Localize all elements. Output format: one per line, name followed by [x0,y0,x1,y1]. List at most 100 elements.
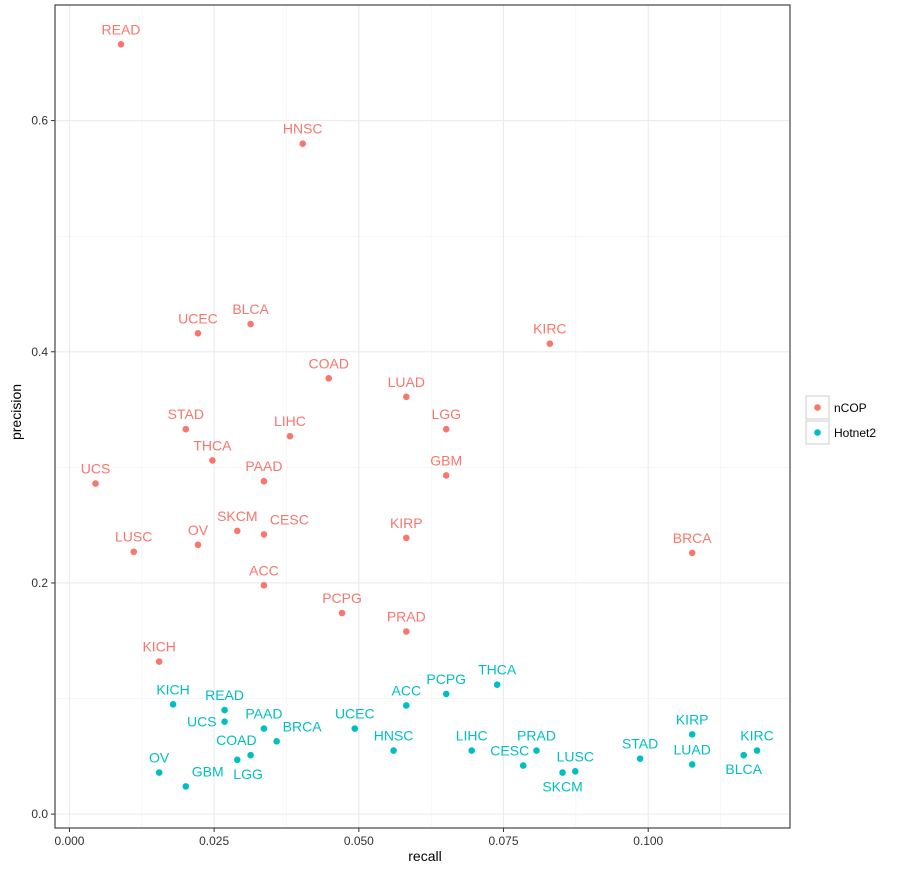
point-label: KICH [142,639,175,655]
data-point [260,477,268,485]
legend-key-point [814,404,821,411]
point-label: LIHC [456,728,488,744]
point-label: THCA [193,437,232,453]
data-point [688,549,696,557]
data-point [221,706,228,714]
data-point [753,747,761,754]
point-label: BRCA [283,718,323,734]
point-label: BLCA [232,301,269,317]
data-point [299,140,307,148]
point-label: HNSC [283,121,323,137]
point-label: PRAD [517,728,556,744]
data-point [234,756,241,764]
data-point [442,472,450,479]
x-tick-label: 0.100 [633,834,663,848]
point-label: READ [205,687,244,703]
data-point [325,375,333,382]
point-label: CESC [270,511,309,527]
point-label: PAAD [245,458,282,474]
data-point [546,340,554,347]
point-label: PCPG [426,671,466,687]
point-label: LUSC [557,748,594,764]
legend-item-hotnet2: Hotnet2 [805,420,876,445]
point-label: KIRP [390,515,423,531]
data-point [130,548,138,556]
data-point [194,329,202,337]
data-point [402,702,410,709]
data-point [273,738,280,745]
point-label: KIRP [676,711,709,727]
point-label: LUAD [674,741,711,757]
data-point [688,731,696,738]
y-tick-label: 0.0 [31,807,48,821]
data-point [390,747,397,754]
data-point [247,751,254,759]
point-label: CESC [490,743,529,759]
data-point [559,769,566,776]
data-point [493,681,501,688]
data-point [117,41,125,48]
point-label: GBM [192,763,224,779]
data-point [234,527,241,535]
point-label: UCEC [335,706,375,722]
data-point [571,768,579,775]
data-point [221,718,228,725]
point-label: SKCM [217,508,257,524]
point-label: SKCM [542,779,582,795]
legend: nCOP Hotnet2 [805,395,876,445]
y-tick-label: 0.2 [31,576,48,590]
x-tick-label: 0.050 [344,834,374,848]
x-tick-label: 0.075 [489,834,519,848]
y-axis-title: precision [8,384,24,440]
point-label: UCS [81,461,111,477]
point-label: BLCA [725,761,762,777]
data-point [260,531,268,538]
data-point [155,769,163,776]
series-ncop: READ HNSC UCEC BLCA KIRC COAD LUAD STAD LGG LIHC T… [81,21,712,665]
point-label: KIRC [740,728,773,744]
data-point [338,609,346,617]
y-axis: 0.0 0.2 0.4 0.6 [31,114,55,821]
point-label: UCEC [178,310,218,326]
data-point [247,320,254,328]
data-point [260,725,268,732]
y-tick-label: 0.4 [31,345,48,359]
point-label: LGG [233,766,263,782]
point-label: OV [149,750,170,766]
point-label: STAD [622,736,658,752]
data-point [182,783,190,790]
legend-item-ncop: nCOP [805,395,867,420]
point-label: LUAD [388,374,425,390]
data-point [286,432,294,440]
data-points: READ HNSC UCEC BLCA KIRC COAD LUAD STAD LGG LIHC T… [81,21,774,794]
point-label: LUSC [115,529,152,545]
data-point [442,690,450,698]
data-point [740,751,748,759]
x-axis: 0.000 0.025 0.050 0.075 0.100 [54,828,664,848]
point-label: THCA [478,662,517,678]
point-label: ACC [392,682,422,698]
point-label: ACC [249,562,279,578]
point-label: LGG [431,406,461,422]
point-label: PCPG [322,590,362,606]
point-label: OV [188,522,209,538]
data-point [636,755,644,762]
data-point [260,581,268,589]
legend-label: nCOP [834,401,867,415]
data-point [402,628,410,635]
point-label: LIHC [274,413,306,429]
legend-key-point [814,429,821,436]
data-point [533,747,540,754]
point-label: KICH [156,681,189,697]
data-point [169,701,177,708]
point-label: READ [102,21,141,37]
point-label: GBM [430,452,462,468]
data-point [468,747,475,754]
y-tick-label: 0.6 [31,114,48,128]
x-tick-label: 0.000 [54,834,84,848]
data-point [688,761,696,768]
panel-border [54,4,791,829]
point-label: COAD [216,732,256,748]
